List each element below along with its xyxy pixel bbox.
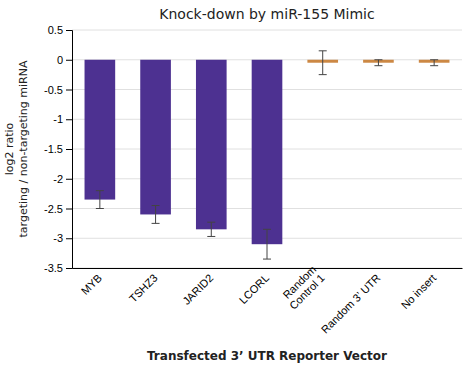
text-line: targeting / non-targeting miRNA [17,60,30,237]
error-cap [152,223,160,224]
y-tick-mark [66,179,72,180]
text-line: TSHZ3 [127,272,160,305]
x-axis-line [73,268,463,269]
plot-area: 0.5 0 -0.5 -1 -1.5 -2 -2.5 -3 -3.5 MYB TSHZ3 JARID2… [44,24,462,336]
y-tick-label: -3 [53,232,63,244]
y-tick-mark [66,30,72,31]
x-tick-label: No insert [399,272,439,312]
error-cap [374,59,382,60]
error-stem [322,51,323,75]
x-axis-title: Transfected 3’ UTR Reporter Vector [147,349,387,363]
y-tick-label: -2.5 [44,203,63,215]
error-bar [263,229,271,259]
chart: 0.5 0 -0.5 -1 -1.5 -2 -2.5 -3 -3.5 MYB TSHZ3 JARID2… [0,0,474,368]
error-cap [430,59,438,60]
error-cap [152,205,160,206]
y-tick: -1.5 [44,143,72,155]
y-tick-label: -1.5 [44,143,63,155]
y-axis-line [66,31,73,269]
y-axis: 0.5 0 -0.5 -1 -1.5 -2 -2.5 -3 -3.5 [44,24,72,274]
x-tick: RandomControl 1 [278,263,327,312]
y-tick-label: -3.5 [44,262,63,274]
error-stem [434,60,435,66]
bar [252,60,283,244]
y-tick: 0 [57,54,72,66]
y-tick-mark [66,209,72,210]
error-stem [267,229,268,259]
y-tick-label: 0.5 [48,24,63,36]
error-cap [263,259,271,260]
error-stem [155,206,156,224]
bar [196,60,227,230]
title: Knock-down by miR-155 Mimic [159,6,374,22]
y-tick-label: -1 [53,113,63,125]
text-line: No insert [399,272,439,312]
x-tick-label: JARID2 [180,272,215,307]
error-cap [263,229,271,230]
error-bar [430,60,438,66]
text-line: JARID2 [180,272,215,307]
error-cap [207,236,215,237]
y-tick-mark [66,119,72,120]
grid-line [72,268,462,269]
y-tick: -2.5 [44,203,72,215]
x-tick-label: TSHZ3 [127,272,160,305]
y-tick-mark [66,149,72,150]
text-line: LCORL [237,272,271,306]
bar [85,60,116,200]
error-bar [319,51,327,75]
x-tick-label: Random 3’ UTR [319,272,383,336]
x-tick-label: LCORL [237,272,271,306]
y-tick-mark [66,90,72,91]
bar [140,60,171,215]
y-tick: -2 [53,173,72,185]
error-stem [211,222,212,236]
marks [85,51,450,259]
x-axis: MYB TSHZ3 JARID2 LCORLRandomControl 1Random… [73,263,463,336]
x-tick: JARID2 [180,272,215,307]
y-tick-label: 0 [57,54,63,66]
error-stem [99,191,100,209]
x-tick: Random 3’ UTR [319,272,383,336]
y-tick-label: -0.5 [44,84,63,96]
x-tick: MYB [79,272,104,297]
error-cap [207,222,215,223]
y-tick-label: -2 [53,173,63,185]
grid-line [72,30,462,31]
error-cap [96,190,104,191]
text-line: log2 ratio [3,122,16,175]
error-bar [207,222,215,236]
y-tick: -3 [53,232,72,244]
text-line: MYB [79,272,104,297]
error-cap [96,208,104,209]
y-tick-mark [66,238,72,239]
y-tick: -3.5 [44,262,72,274]
x-tick-label: MYB [79,272,104,297]
y-tick: 0.5 [48,24,72,36]
error-bar [152,206,160,224]
y-tick-mark [66,60,72,61]
x-tick: TSHZ3 [127,272,160,305]
x-tick-label: RandomControl 1 [278,263,327,312]
y-axis-title: log2 ratiotargeting / non-targeting miRN… [3,60,29,237]
y-tick: -1 [53,113,72,125]
y-tick-mark [66,268,72,269]
y-tick: -0.5 [44,84,72,96]
x-tick: LCORL [237,272,271,306]
error-stem [378,60,379,66]
error-cap [319,74,327,75]
error-cap [430,65,438,66]
grid [72,30,462,268]
x-tick: No insert [399,272,439,312]
error-bar [96,191,104,209]
error-bar [374,60,382,66]
text-line: Random 3’ UTR [319,272,383,336]
error-cap [374,65,382,66]
text-line: Control 1 [287,272,327,312]
error-cap [319,50,327,51]
